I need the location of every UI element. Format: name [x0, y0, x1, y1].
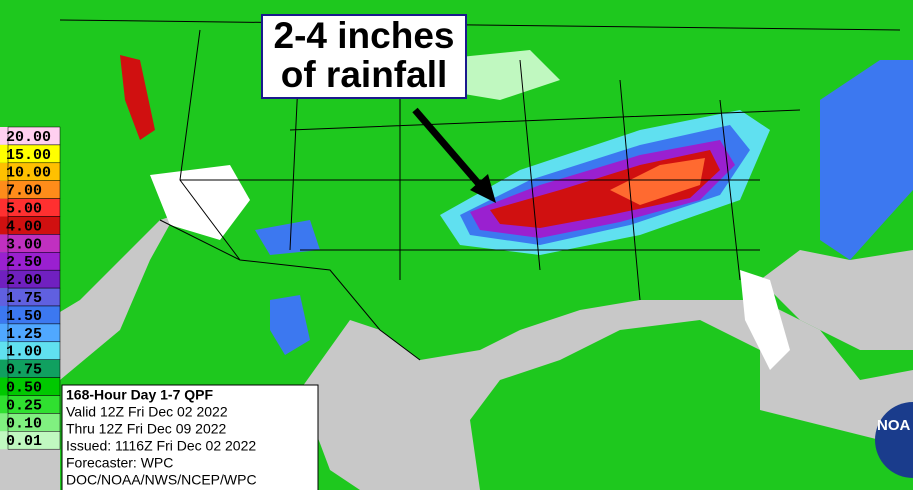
logo-text: NOA [877, 417, 911, 434]
legend-swatch [0, 144, 8, 163]
mexico-border [159, 219, 421, 361]
legend-swatch [0, 359, 8, 378]
annotation-box [261, 14, 467, 99]
info-line: Issued: 1116Z Fri Dec 02 2022 [66, 438, 256, 454]
legend-swatch [0, 288, 8, 306]
annotation-line: 2-4 inches [274, 15, 455, 56]
legend-label: 1.50 [6, 308, 42, 325]
annotation-line: of rainfall [281, 54, 448, 95]
legend: 20.0015.0010.007.005.004.003.002.502.001… [0, 126, 61, 450]
legend-label: 0.01 [6, 433, 42, 450]
legend-swatch [0, 162, 8, 181]
borders [59, 19, 901, 361]
legend-label: 2.00 [6, 272, 42, 289]
legend-label: 0.10 [6, 415, 42, 432]
legend-swatch [0, 323, 8, 342]
legend-label: 1.25 [6, 326, 42, 343]
legend-label: 4.00 [6, 218, 42, 235]
florida [740, 270, 790, 370]
legend-label: 5.00 [6, 201, 42, 218]
rain-patch [255, 220, 320, 255]
legend-label: 0.50 [6, 380, 42, 397]
state-lines [179, 29, 801, 301]
legend-swatch [0, 127, 8, 145]
info-box [61, 384, 319, 490]
rain-5in [610, 158, 705, 205]
legend-label: 3.00 [6, 236, 42, 253]
info-line: Forecaster: WPC [66, 455, 173, 471]
coast-rain [120, 55, 155, 140]
legend-swatch [0, 377, 8, 396]
legend-label: 15.00 [6, 147, 51, 164]
legend-label: 0.75 [6, 362, 42, 379]
legend-swatch [0, 413, 8, 432]
legend-label: 7.00 [6, 183, 42, 200]
info-line: Valid 12Z Fri Dec 02 2022 [66, 404, 228, 420]
info-line: 168-Hour Day 1-7 QPF [66, 387, 213, 403]
legend-swatch [0, 216, 8, 235]
arrow-shaft [412, 107, 487, 193]
legend-label: 1.75 [6, 290, 42, 307]
southwest-rain [270, 295, 310, 355]
legend-cell [7, 431, 61, 450]
atlantic-ocean [760, 250, 913, 350]
legend-label: 1.00 [6, 344, 42, 361]
legend-swatch [0, 180, 8, 199]
legend-swatch [0, 252, 8, 271]
legend-label: 0.25 [6, 397, 42, 414]
legend-label: 2.50 [6, 254, 42, 271]
legend-swatch [0, 198, 8, 217]
legend-swatch [0, 270, 8, 289]
info-line: DOC/NOAA/NWS/NCEP/WPC [66, 472, 257, 488]
legend-label: 20.00 [6, 129, 51, 146]
arrow-head [470, 174, 496, 203]
dry-area [150, 165, 250, 240]
legend-swatch [0, 431, 8, 450]
legend-swatch [0, 306, 8, 324]
noaa-logo [875, 402, 913, 478]
legend-swatch [0, 395, 8, 414]
legend-swatch [0, 234, 8, 253]
info-line: Thru 12Z Fri Dec 09 2022 [66, 421, 227, 437]
legend-swatch [0, 341, 8, 360]
legend-label: 10.00 [6, 165, 51, 182]
canada-border [59, 19, 901, 31]
ocean-rain [820, 60, 913, 260]
